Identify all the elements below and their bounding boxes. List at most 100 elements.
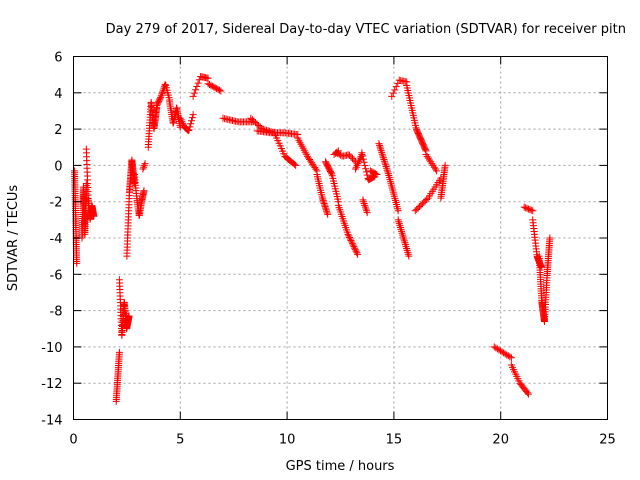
data-point — [537, 263, 545, 271]
data-point — [363, 209, 371, 217]
data-point — [372, 170, 380, 178]
data-point — [383, 166, 391, 174]
data-point — [140, 163, 148, 171]
data-point — [348, 238, 356, 246]
x-tick-label: 15 — [386, 433, 403, 448]
data-point — [157, 93, 165, 101]
data-point — [319, 195, 327, 203]
data-point — [384, 170, 392, 178]
data-point — [130, 180, 138, 188]
data-point — [400, 237, 408, 245]
data-point — [424, 154, 432, 162]
data-point — [322, 206, 330, 214]
data-point — [404, 248, 412, 256]
data-point — [423, 195, 431, 203]
data-point — [344, 230, 352, 238]
data-point — [349, 241, 357, 249]
data-point — [159, 88, 167, 96]
data-point — [401, 241, 409, 249]
chart-title: Day 279 of 2017, Sidereal Day-to-day VTE… — [106, 22, 626, 37]
data-point — [348, 154, 356, 162]
data-point — [526, 206, 534, 214]
data-point — [377, 145, 385, 153]
data-point — [161, 80, 169, 88]
data-point — [348, 240, 356, 248]
y-axis-label: SDTVAR / TECUs — [6, 185, 21, 292]
data-point — [395, 220, 403, 228]
data-point — [215, 86, 223, 94]
data-point — [389, 89, 397, 97]
data-point — [204, 80, 212, 88]
data-point — [373, 170, 381, 178]
x-axis-label: GPS time / hours — [286, 459, 395, 474]
data-point — [380, 155, 388, 163]
y-tick-label: -12 — [41, 377, 62, 392]
data-point — [335, 150, 343, 158]
data-point — [352, 163, 360, 171]
data-point — [350, 243, 358, 251]
data-point — [177, 116, 185, 124]
data-point — [290, 160, 298, 168]
data-point — [213, 85, 221, 93]
y-tick-label: -2 — [50, 196, 63, 211]
data-point — [184, 126, 192, 134]
data-point — [351, 165, 359, 173]
y-tick-label: -10 — [41, 341, 62, 356]
data-point — [360, 200, 368, 208]
data-point — [346, 235, 354, 243]
data-point — [73, 259, 81, 267]
data-point — [379, 154, 387, 162]
data-point — [358, 149, 366, 157]
x-tick-label: 5 — [176, 433, 184, 448]
data-point — [185, 126, 193, 134]
data-point — [522, 204, 530, 212]
data-point — [186, 123, 194, 131]
data-point — [397, 225, 405, 233]
data-point — [523, 204, 531, 212]
data-point — [384, 168, 392, 176]
data-point — [193, 82, 201, 90]
x-tick-label: 0 — [69, 433, 77, 448]
data-point — [401, 239, 409, 247]
y-tick-label: 6 — [54, 51, 62, 66]
data-point — [188, 117, 196, 125]
data-point — [403, 245, 411, 253]
data-point — [399, 233, 407, 241]
data-point — [324, 210, 332, 218]
data-point — [211, 84, 219, 92]
data-point — [375, 141, 383, 149]
data-point — [403, 246, 411, 254]
data-point — [506, 353, 514, 361]
data-point — [353, 161, 361, 169]
y-tick-label: -4 — [50, 232, 63, 247]
data-point — [345, 233, 353, 241]
data-point — [205, 81, 213, 89]
data-point — [322, 204, 330, 212]
data-point — [347, 237, 355, 245]
data-point — [320, 200, 328, 208]
data-point — [388, 92, 396, 100]
data-point — [402, 243, 410, 251]
data-point — [359, 155, 367, 163]
data-point — [194, 79, 202, 87]
data-point — [156, 95, 164, 103]
data-point — [90, 212, 98, 220]
data-point — [360, 158, 368, 166]
data-point — [320, 198, 328, 206]
data-point — [375, 140, 383, 148]
data-point — [312, 165, 320, 173]
data-point — [376, 143, 384, 151]
data-point — [361, 203, 369, 211]
data-point — [520, 203, 528, 211]
data-point — [247, 114, 255, 122]
data-point — [361, 201, 369, 209]
data-point — [140, 187, 148, 195]
data-point — [354, 250, 362, 258]
data-point — [319, 196, 327, 204]
data-point — [396, 223, 404, 231]
data-point — [141, 160, 149, 168]
data-points — [71, 72, 554, 405]
y-tick-label: -6 — [50, 268, 63, 283]
data-point — [351, 244, 359, 252]
data-point — [334, 150, 342, 158]
